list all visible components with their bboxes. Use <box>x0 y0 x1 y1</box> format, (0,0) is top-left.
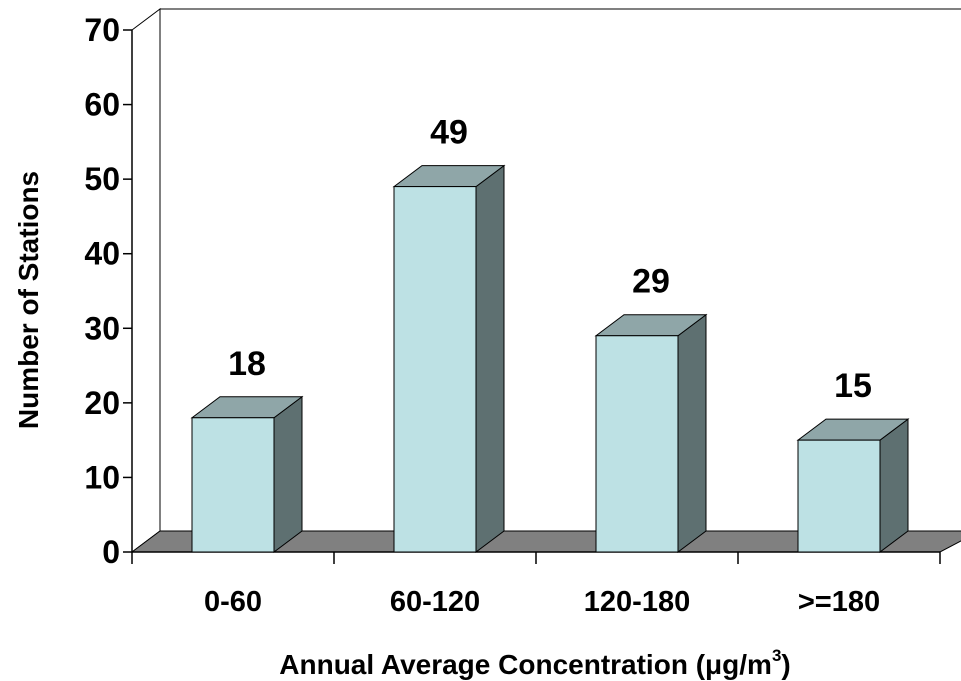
x-category-label: >=180 <box>798 586 880 618</box>
y-tick-label: 30 <box>84 310 120 346</box>
y-tick-label: 20 <box>84 385 120 421</box>
data-labels: 18 49 29 15 <box>228 114 872 406</box>
y-tick-label: 40 <box>84 236 120 272</box>
bar-side <box>879 418 909 553</box>
x-category-label: 0-60 <box>204 586 262 618</box>
bar-front <box>393 186 477 553</box>
side-wall <box>131 8 161 553</box>
bar-side <box>677 313 707 553</box>
bar <box>796 418 910 553</box>
y-tick-label: 60 <box>84 87 120 123</box>
x-category-label: 60-120 <box>390 586 480 618</box>
x-category-labels: 0-60 60-120 120-180 >=180 <box>204 586 880 618</box>
bar-front <box>191 417 275 553</box>
data-label: 29 <box>632 263 670 301</box>
y-tick-label: 50 <box>84 161 120 197</box>
bar <box>594 313 708 553</box>
data-label: 15 <box>834 367 872 405</box>
bars <box>190 164 910 553</box>
x-axis-title-suffix: ) <box>781 649 790 680</box>
y-tick-labels: 0 10 20 30 40 50 60 70 <box>84 12 120 570</box>
back-wall <box>159 8 961 532</box>
chart-walls <box>131 8 961 553</box>
x-category-label: 120-180 <box>584 586 690 618</box>
bar-side <box>475 164 505 553</box>
data-label: 18 <box>228 345 266 383</box>
y-tick-label: 70 <box>84 12 120 48</box>
x-axis-title-main: Annual Average Concentration (μg/m <box>279 649 772 680</box>
x-axis-title: Annual Average Concentration (μg/m3) <box>279 646 790 680</box>
bar <box>190 395 304 553</box>
data-label: 49 <box>430 114 468 152</box>
bar-side <box>273 395 303 553</box>
y-tick-label: 0 <box>102 534 120 570</box>
bar-front <box>797 439 881 553</box>
bar-front <box>595 335 679 553</box>
bar <box>392 164 506 553</box>
x-axis-title-superscript: 3 <box>772 646 781 665</box>
y-tick-label: 10 <box>84 459 120 495</box>
y-axis-title: Number of Stations <box>13 171 44 429</box>
